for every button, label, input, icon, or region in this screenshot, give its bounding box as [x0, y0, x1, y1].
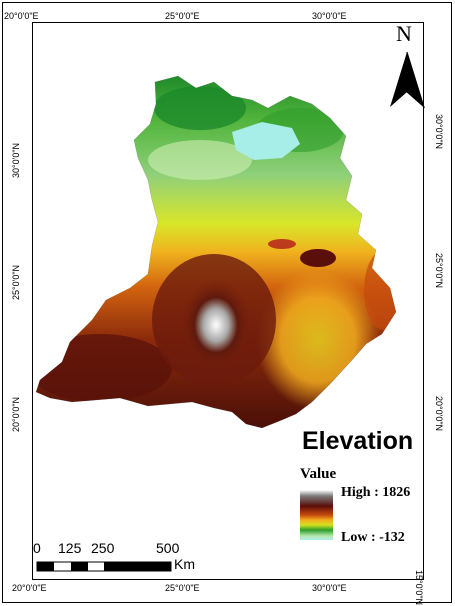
scale-label-500: 500 [156, 540, 180, 556]
legend-high-label: High : 1826 [341, 485, 411, 500]
bottom-tick-30e: 30°0'0"E [312, 583, 347, 593]
legend-title: Elevation [302, 427, 414, 455]
scale-bar [36, 561, 172, 572]
top-tick-25e: 25°0'0"E [165, 11, 200, 21]
bottom-tick-20e: 20°0'0"E [12, 583, 47, 593]
legend-value-label: Value [300, 466, 337, 482]
scale-unit: Km [174, 556, 195, 572]
north-arrow-icon [390, 51, 426, 109]
scale-label-0: 0 [33, 540, 41, 556]
map-neatline [32, 22, 424, 580]
north-label: N [396, 21, 412, 46]
legend-low-label: Low : -132 [341, 530, 405, 545]
scale-label-250: 250 [91, 540, 115, 556]
top-tick-30e: 30°0'0"E [312, 11, 347, 21]
legend-color-ramp [300, 490, 333, 540]
scale-label-125: 125 [58, 540, 82, 556]
top-tick-20e: 20°0'0"E [4, 11, 39, 21]
bottom-tick-25e: 25°0'0"E [165, 583, 200, 593]
